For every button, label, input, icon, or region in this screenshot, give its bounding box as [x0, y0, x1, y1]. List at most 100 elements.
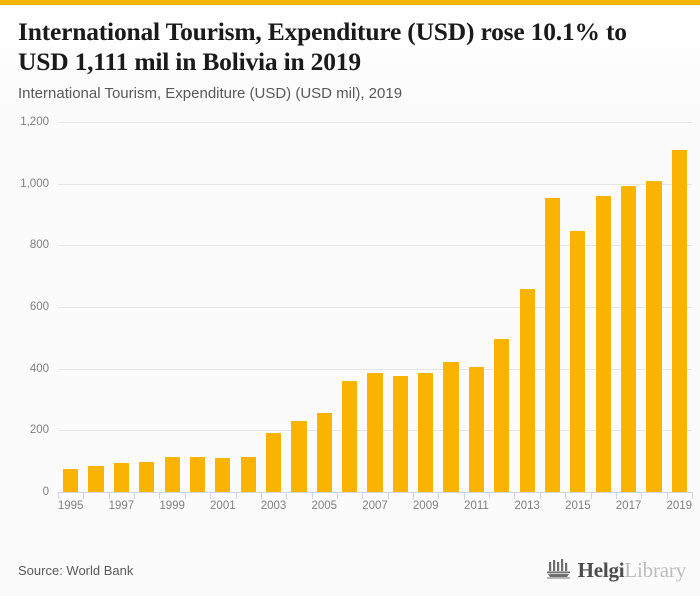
bar-1995[interactable]: [63, 469, 79, 492]
x-tick-mark: [159, 492, 161, 499]
x-tick-slot: 2016: [590, 492, 616, 514]
x-tick-mark: [438, 492, 440, 499]
x-tick-slot: 2010: [438, 492, 463, 514]
bar-2014[interactable]: [544, 197, 561, 492]
bar-2003[interactable]: [265, 432, 282, 492]
x-tick-mark: [387, 492, 389, 499]
bar-1998[interactable]: [139, 461, 155, 492]
bar-1999[interactable]: [164, 456, 180, 492]
bar-2007[interactable]: [367, 373, 383, 492]
helgi-library-logo[interactable]: HelgiLibrary: [546, 557, 686, 584]
bar-slot: [667, 122, 692, 492]
x-tick-slot: 2001: [210, 492, 236, 514]
bar-2015[interactable]: [570, 230, 586, 492]
bar-2001[interactable]: [215, 457, 231, 492]
x-tick-label: 2013: [514, 500, 540, 512]
chart-subtitle: International Tourism, Expenditure (USD)…: [18, 85, 403, 103]
bar-slot: [540, 122, 565, 492]
bar-2004[interactable]: [291, 421, 307, 492]
x-tick-mark: [83, 492, 85, 499]
x-tick-mark: [514, 492, 516, 499]
x-tick-label: 2019: [666, 500, 693, 512]
x-tick-slot: 2009: [412, 492, 439, 514]
x-tick-slot: 2019: [667, 492, 692, 514]
x-tick-slot: 2013: [514, 492, 540, 514]
x-tick-label: 2005: [311, 500, 338, 512]
bar-1997[interactable]: [113, 462, 129, 492]
x-tick-slot: 1996: [83, 492, 108, 514]
x-tick-mark: [184, 492, 186, 499]
bar-slot: [641, 122, 666, 492]
x-tick-mark: [615, 492, 617, 499]
y-tick-label: 400: [29, 362, 49, 375]
x-tick-mark: [641, 492, 643, 499]
x-tick-label: 2003: [260, 500, 287, 512]
gridline-600: 600: [30, 301, 692, 313]
bar-2002[interactable]: [240, 456, 256, 492]
x-axis-line: [58, 492, 692, 493]
chart-header: International Tourism, Expenditure (USD)…: [0, 5, 700, 111]
y-tick-label: 1,000: [20, 177, 49, 190]
y-tick-label: 800: [29, 239, 49, 252]
bar-slot: [362, 122, 387, 492]
bar-slot: [464, 122, 489, 492]
x-tick-label: 2011: [464, 500, 489, 512]
bar-slot: [388, 122, 413, 492]
bar-2010[interactable]: [443, 361, 459, 492]
x-tick-mark: [590, 492, 592, 499]
page-title: International Tourism, Expenditure (USD)…: [18, 17, 627, 77]
x-tick-mark: [311, 492, 313, 499]
x-tick-slot: 2012: [489, 492, 514, 514]
bar-slot: [210, 122, 235, 492]
x-tick-slot: 2007: [362, 492, 388, 514]
bar-2009[interactable]: [418, 373, 434, 492]
bar-2011[interactable]: [468, 366, 485, 492]
bar-2012[interactable]: [494, 338, 510, 492]
top-accent-bar: [0, 0, 700, 5]
x-tick-mark: [108, 492, 110, 499]
bar-slot: [261, 122, 286, 492]
gridline-800: 800: [30, 239, 692, 251]
bar-slot: [109, 122, 134, 492]
bar-2017[interactable]: [620, 185, 637, 492]
bar-slot: [514, 122, 539, 492]
bar-2005[interactable]: [316, 413, 332, 492]
bar-slot: [286, 122, 311, 492]
x-tick-mark: [235, 492, 237, 499]
bar-2013[interactable]: [519, 288, 535, 492]
y-tick-label: 200: [29, 424, 49, 437]
x-tick-mark: [691, 492, 693, 499]
gridline-1000: 1,000: [20, 178, 692, 190]
x-tick-mark: [58, 492, 59, 499]
x-tick-slot: 2014: [539, 492, 565, 514]
x-tick-mark: [286, 492, 288, 499]
bar-slot: [134, 122, 159, 492]
bar-slot: [312, 122, 337, 492]
bar-2000[interactable]: [189, 457, 206, 492]
x-tick-slot: 1995: [58, 492, 83, 514]
x-tick-label: 2009: [412, 500, 439, 512]
bar-slot: [58, 122, 83, 492]
x-tick-mark: [489, 492, 491, 499]
bar-1996[interactable]: [88, 465, 104, 492]
bar-slot: [185, 122, 210, 492]
x-tick-slot: 2000: [184, 492, 210, 514]
gridline-1200: 1,200: [20, 116, 692, 128]
bar-2019[interactable]: [671, 149, 687, 492]
x-tick-slot: 2015: [565, 492, 591, 514]
bar-2008[interactable]: [392, 375, 408, 492]
y-tick-label: 0: [42, 486, 49, 498]
bar-2006[interactable]: [342, 381, 358, 492]
bar-2018[interactable]: [646, 181, 662, 492]
x-tick-mark: [413, 492, 415, 499]
library-building-icon: [546, 557, 572, 584]
x-tick-label: 2007: [362, 500, 388, 512]
x-tick-mark: [539, 492, 541, 499]
bar-slot: [489, 122, 514, 492]
x-tick-label: 2015: [565, 500, 591, 512]
bar-2016[interactable]: [595, 196, 611, 492]
source-label: Source: World Bank: [18, 562, 134, 578]
bar-slot: [591, 122, 616, 492]
x-tick-mark: [260, 492, 262, 499]
